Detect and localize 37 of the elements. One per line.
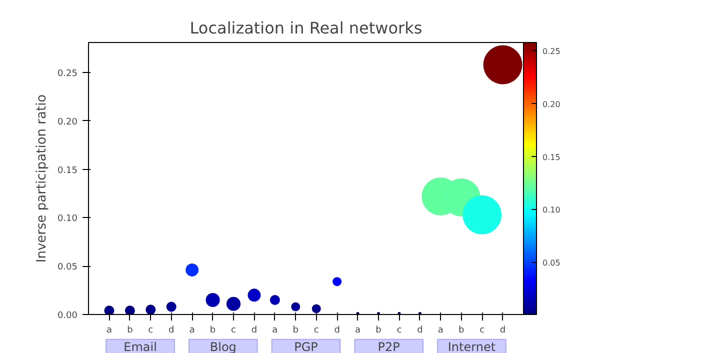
x-tick-label: d [417, 326, 423, 336]
x-tick-label: d [334, 326, 340, 336]
y-axis-title: Inverse participation ratio [34, 94, 50, 263]
color-bar-label: 0.25 [542, 46, 560, 56]
x-tick-label: c [231, 326, 236, 336]
text: Email [124, 340, 157, 353]
x-tick-label: a [106, 326, 112, 336]
x-tick-label: c [480, 326, 485, 336]
x-tick-label: c [396, 326, 402, 336]
x-tick-label: d [500, 326, 506, 336]
color-bar-label: 0.20 [542, 100, 560, 109]
text: P2P [378, 340, 400, 353]
x-tick-label: b [127, 326, 134, 336]
y-tick-label: 0.05 [57, 262, 78, 273]
x-tick-label: c [148, 326, 154, 336]
y-tick-label: 0.00 [57, 311, 78, 321]
color-bar-label: 0.05 [542, 258, 560, 268]
chart-title: Localization in Real networks [190, 18, 422, 38]
x-tick-label: b [292, 326, 299, 336]
x-tick-label: b [458, 326, 464, 336]
color-bar-label: 0.10 [542, 206, 560, 215]
y-tick-label: 0.20 [57, 117, 78, 128]
y-tick-label: 0.10 [57, 214, 78, 224]
x-tick-label: d [251, 326, 258, 336]
x-tick-label: a [355, 326, 361, 336]
x-tick-label: c [314, 326, 319, 336]
color-bar-label: 0.15 [542, 152, 560, 162]
y-tick-label: 0.25 [57, 69, 78, 80]
x-tick-label: a [189, 326, 195, 336]
x-tick-label: a [438, 326, 444, 336]
text: PGP [294, 340, 318, 353]
x-tick-label: d [168, 326, 174, 336]
y-tick-label: 0.15 [57, 166, 78, 176]
x-tick-label: a [272, 326, 278, 336]
x-tick-label: b [210, 326, 216, 336]
x-tick-label: b [376, 326, 382, 336]
text: Internet [448, 340, 496, 353]
